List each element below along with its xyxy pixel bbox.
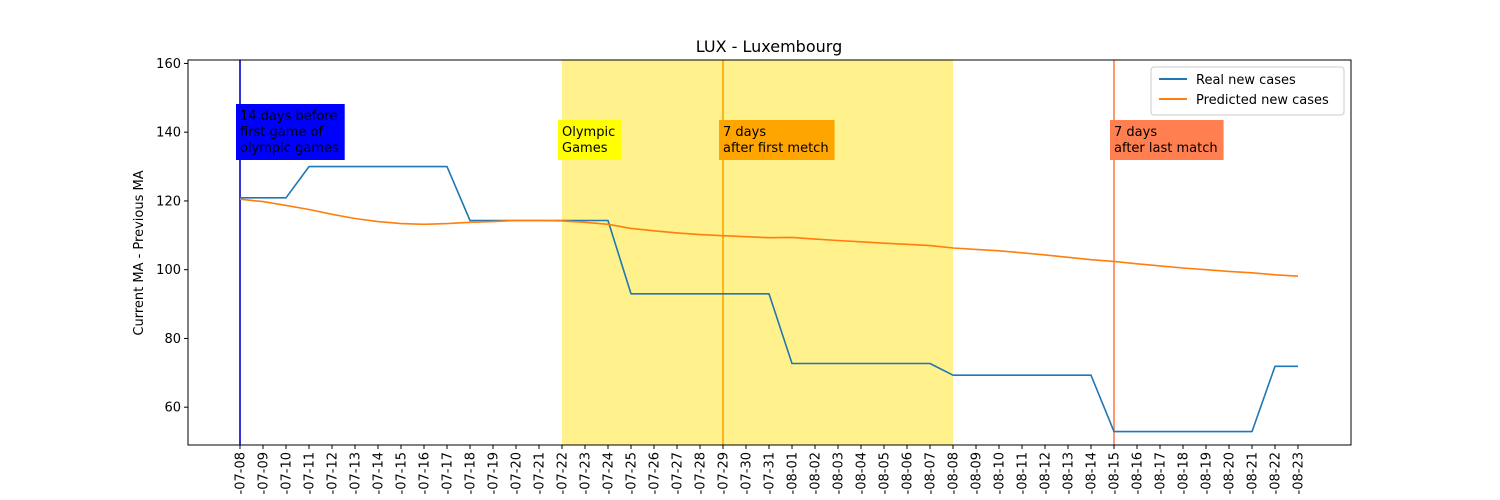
annotation-box-1	[558, 120, 622, 160]
x-tick-label: -07-18	[464, 452, 479, 494]
x-tick-label: -08-10	[993, 452, 1008, 494]
x-tick-label: -08-22	[1269, 452, 1284, 494]
x-tick-label: -07-21	[533, 452, 548, 494]
x-tick-label: -07-14	[372, 452, 387, 494]
x-tick-label: -07-10	[280, 452, 295, 494]
x-tick-label: -08-18	[1177, 452, 1192, 494]
x-tick-label: -08-20	[1223, 452, 1238, 494]
x-tick-label: -08-09	[970, 452, 985, 494]
x-tick-label: -07-16	[418, 452, 433, 494]
annotation-text-3-1: after last match	[1114, 141, 1218, 156]
series-line-real	[240, 165, 1298, 433]
series-line-predicted	[239, 198, 1299, 277]
x-tick-label: -08-05	[878, 452, 893, 494]
x-tick-label: -07-29	[717, 452, 732, 494]
legend-box	[1150, 66, 1345, 116]
x-tick-label: -08-11	[1016, 452, 1031, 494]
x-tick-label: -07-11	[303, 452, 318, 494]
y-axis-ticks: 60 80 100 120 140 160	[156, 57, 188, 416]
legend-label-predicted: Predicted new cases	[1196, 93, 1329, 108]
x-tick-label: -08-15	[1108, 452, 1123, 494]
y-tick-label: 100	[156, 263, 181, 278]
x-tick-label: -07-30	[740, 452, 755, 494]
x-tick-label: -08-23	[1292, 452, 1307, 494]
x-tick-label: -08-02	[809, 452, 824, 494]
x-tick-label: -07-27	[671, 452, 686, 494]
x-tick-label: -07-17	[441, 452, 456, 494]
series-lines	[239, 165, 1299, 433]
x-tick-label: -07-12	[326, 452, 341, 494]
annotation-text-2-0: 7 days	[723, 125, 766, 140]
y-tick-label: 80	[164, 332, 181, 347]
x-tick-label: -08-21	[1246, 452, 1261, 494]
x-tick-label: -07-19	[487, 452, 502, 494]
x-tick-label: -07-28	[694, 452, 709, 494]
chart-title: LUX - Luxembourg	[696, 37, 842, 56]
annotation-box-3	[1110, 120, 1224, 160]
x-axis-ticks: -07-08 -07-09 -07-10 -07-11 -07-12 -07-13 -07-…	[234, 445, 1307, 494]
x-tick-label: -08-19	[1200, 452, 1215, 494]
x-tick-label: -07-25	[625, 452, 640, 494]
x-tick-label: -08-08	[947, 452, 962, 494]
x-tick-label: -07-23	[579, 452, 594, 494]
x-tick-label: -07-26	[648, 452, 663, 494]
y-axis-label: Current MA - Previous MA	[132, 170, 147, 335]
x-tick-label: -07-20	[510, 452, 525, 494]
olympic-games-shaded-region	[562, 60, 953, 445]
x-tick-label: -07-09	[257, 452, 272, 494]
x-tick-label: -08-14	[1085, 452, 1100, 494]
legend-label-real: Real new cases	[1196, 73, 1296, 88]
x-tick-label: -07-08	[234, 452, 249, 494]
x-tick-label: -08-07	[924, 452, 939, 494]
legend: Real new cases Predicted new cases	[1150, 66, 1345, 116]
y-tick-label: 120	[156, 194, 181, 209]
x-tick-label: -08-03	[832, 452, 847, 494]
annotation-text-0-1: first game of	[240, 125, 324, 140]
y-tick-label: 160	[156, 57, 181, 72]
x-tick-label: -07-22	[556, 452, 571, 494]
x-tick-label: -07-13	[349, 452, 364, 494]
annotation-text-2-1: after first metch	[723, 141, 829, 156]
x-tick-label: -07-15	[395, 452, 410, 494]
annotation-text-3-0: 7 days	[1114, 125, 1157, 140]
x-tick-label: -08-13	[1062, 452, 1077, 494]
annotation-text-1-1: Games	[562, 141, 608, 156]
x-tick-label: -08-17	[1154, 452, 1169, 494]
annotation-text-0-0: 14 days before	[240, 109, 337, 124]
shaded-span	[562, 60, 953, 445]
x-tick-label: -08-12	[1039, 452, 1054, 494]
x-tick-label: -07-31	[763, 452, 778, 494]
annotation-text-1-0: Olympic	[562, 125, 615, 140]
annotation-box-0	[236, 104, 345, 160]
x-tick-label: -08-16	[1131, 452, 1146, 494]
x-tick-label: -08-06	[901, 452, 916, 494]
x-tick-label: -08-01	[786, 452, 801, 494]
x-tick-label: -07-24	[602, 452, 617, 494]
annotation-box-2	[719, 120, 835, 160]
y-tick-label: 140	[156, 126, 181, 141]
x-tick-label: -08-04	[855, 452, 870, 494]
annotation-text-0-2: olympic games	[240, 141, 339, 156]
y-tick-label: 60	[164, 401, 181, 416]
